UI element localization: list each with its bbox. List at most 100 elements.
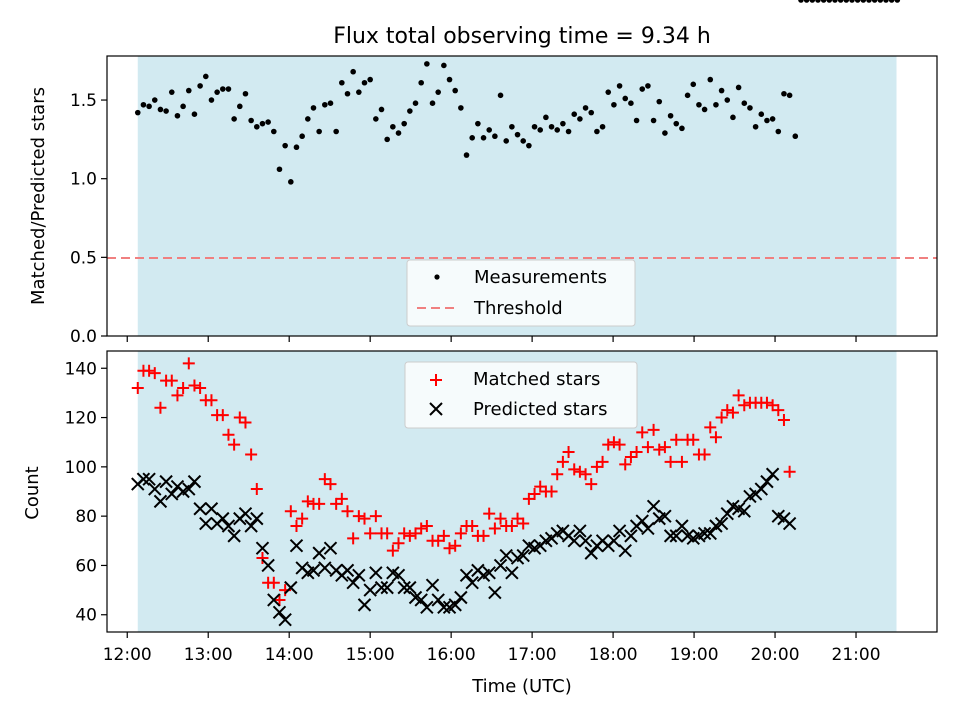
matched-stars-point (148, 367, 161, 380)
measurement-point (662, 130, 668, 136)
measurement-point (219, 86, 226, 92)
predicted-stars-point (499, 548, 513, 563)
predicted-stars-point (244, 519, 258, 533)
measurement-point (605, 89, 612, 95)
matched-stars-point (420, 520, 433, 533)
bottom-panel-frame (106, 350, 938, 633)
predicted-stars-point (397, 580, 411, 595)
predicted-stars-point (607, 534, 621, 548)
measurement-point (463, 152, 470, 158)
top-panel-legend: Measurements Threshold (406, 259, 636, 327)
measurement-point (254, 123, 260, 130)
matched-stars-point (284, 505, 297, 518)
legend-predicted-marker (429, 402, 443, 416)
matched-stars-point (721, 404, 734, 417)
measurement-point (401, 120, 407, 127)
measurement-point (134, 109, 141, 116)
x-tick-label: 18:00 (589, 645, 638, 665)
matched-stars-point (726, 406, 739, 419)
measurement-point (548, 123, 555, 130)
predicted-stars-point (221, 519, 236, 533)
measurement-point (798, 0, 804, 3)
measurement-point (735, 84, 742, 91)
x-tick-label: 20:00 (751, 645, 800, 665)
measurement-point (373, 116, 379, 122)
matched-stars-point (250, 483, 263, 496)
measurement-point (322, 101, 328, 108)
measurement-point (208, 97, 215, 103)
matched-stars-point (188, 379, 201, 392)
predicted-stars-point (250, 511, 264, 526)
measurement-point (316, 128, 322, 135)
measurement-point (764, 117, 770, 124)
measurement-point (871, 0, 878, 3)
matched-stars-point (488, 522, 501, 535)
y-tick-label: 40 (75, 606, 97, 626)
predicted-stars-point (488, 585, 502, 600)
matched-stars-point (670, 433, 683, 446)
predicted-stars-point (182, 482, 196, 496)
measurement-point (299, 133, 305, 140)
measurement-point (577, 116, 583, 122)
measurement-point (599, 123, 606, 130)
measurement-point (747, 105, 753, 111)
measurement-point (378, 106, 385, 113)
predicted-stars-point (357, 598, 372, 612)
matched-stars-point (732, 389, 745, 402)
measurement-point (384, 136, 390, 143)
matched-stars-point (290, 520, 303, 533)
matched-stars-point (239, 416, 252, 429)
matched-stars-point (687, 433, 700, 446)
measurement-point (514, 131, 521, 138)
measurement-point (531, 123, 538, 130)
measurement-point (231, 116, 237, 122)
matched-stars-point (443, 542, 456, 555)
matched-stars-point (381, 527, 394, 540)
measurement-point (395, 130, 402, 136)
predicted-stars-point (612, 524, 627, 538)
matched-stars-point (494, 512, 507, 525)
measurement-point (310, 105, 317, 111)
predicted-stars-point (714, 516, 729, 531)
matched-stars-point (216, 409, 229, 422)
measurement-point (248, 117, 254, 124)
measurement-point (509, 123, 515, 130)
measurement-point (458, 105, 464, 111)
predicted-stars-point (448, 598, 462, 612)
predicted-stars-point (403, 580, 417, 595)
predicted-stars-point (238, 506, 253, 521)
measurement-point (588, 109, 595, 116)
legend-matched-marker (430, 374, 442, 386)
predicted-stars-point (391, 568, 406, 583)
predicted-stars-point (193, 502, 207, 516)
measurement-point (877, 0, 884, 3)
matched-stars-point (347, 532, 360, 545)
y-tick-label: 1.0 (70, 170, 97, 190)
matched-stars-point (760, 396, 773, 409)
measurement-point (276, 166, 283, 173)
y-tick-label: 60 (75, 556, 97, 576)
measurement-point (407, 108, 413, 114)
measurement-point (492, 133, 498, 140)
predicted-stars-point (289, 539, 304, 553)
matched-stars-point (619, 458, 632, 471)
measurement-point (185, 87, 192, 94)
measurement-point (140, 101, 147, 108)
measurement-point (180, 103, 186, 110)
y-tick-label: 140 (65, 359, 97, 379)
matched-stars-point (602, 438, 615, 451)
predicted-stars-point (760, 474, 774, 489)
measurement-point (237, 103, 243, 110)
predicted-stars-point (204, 502, 219, 516)
matched-stars-point (738, 399, 751, 412)
predicted-stars-point (272, 605, 287, 619)
predicted-stars-point (437, 600, 451, 615)
top-panel-axes: 0.0 0.5 1.0 1.5 (70, 91, 857, 347)
measurement-point (157, 106, 164, 113)
measurement-point (202, 73, 209, 80)
matched-stars-point (228, 438, 241, 451)
measurement-point (259, 120, 266, 127)
predicted-stars-point (278, 612, 292, 627)
measurement-point (622, 95, 629, 102)
matched-stars-point (386, 544, 399, 557)
